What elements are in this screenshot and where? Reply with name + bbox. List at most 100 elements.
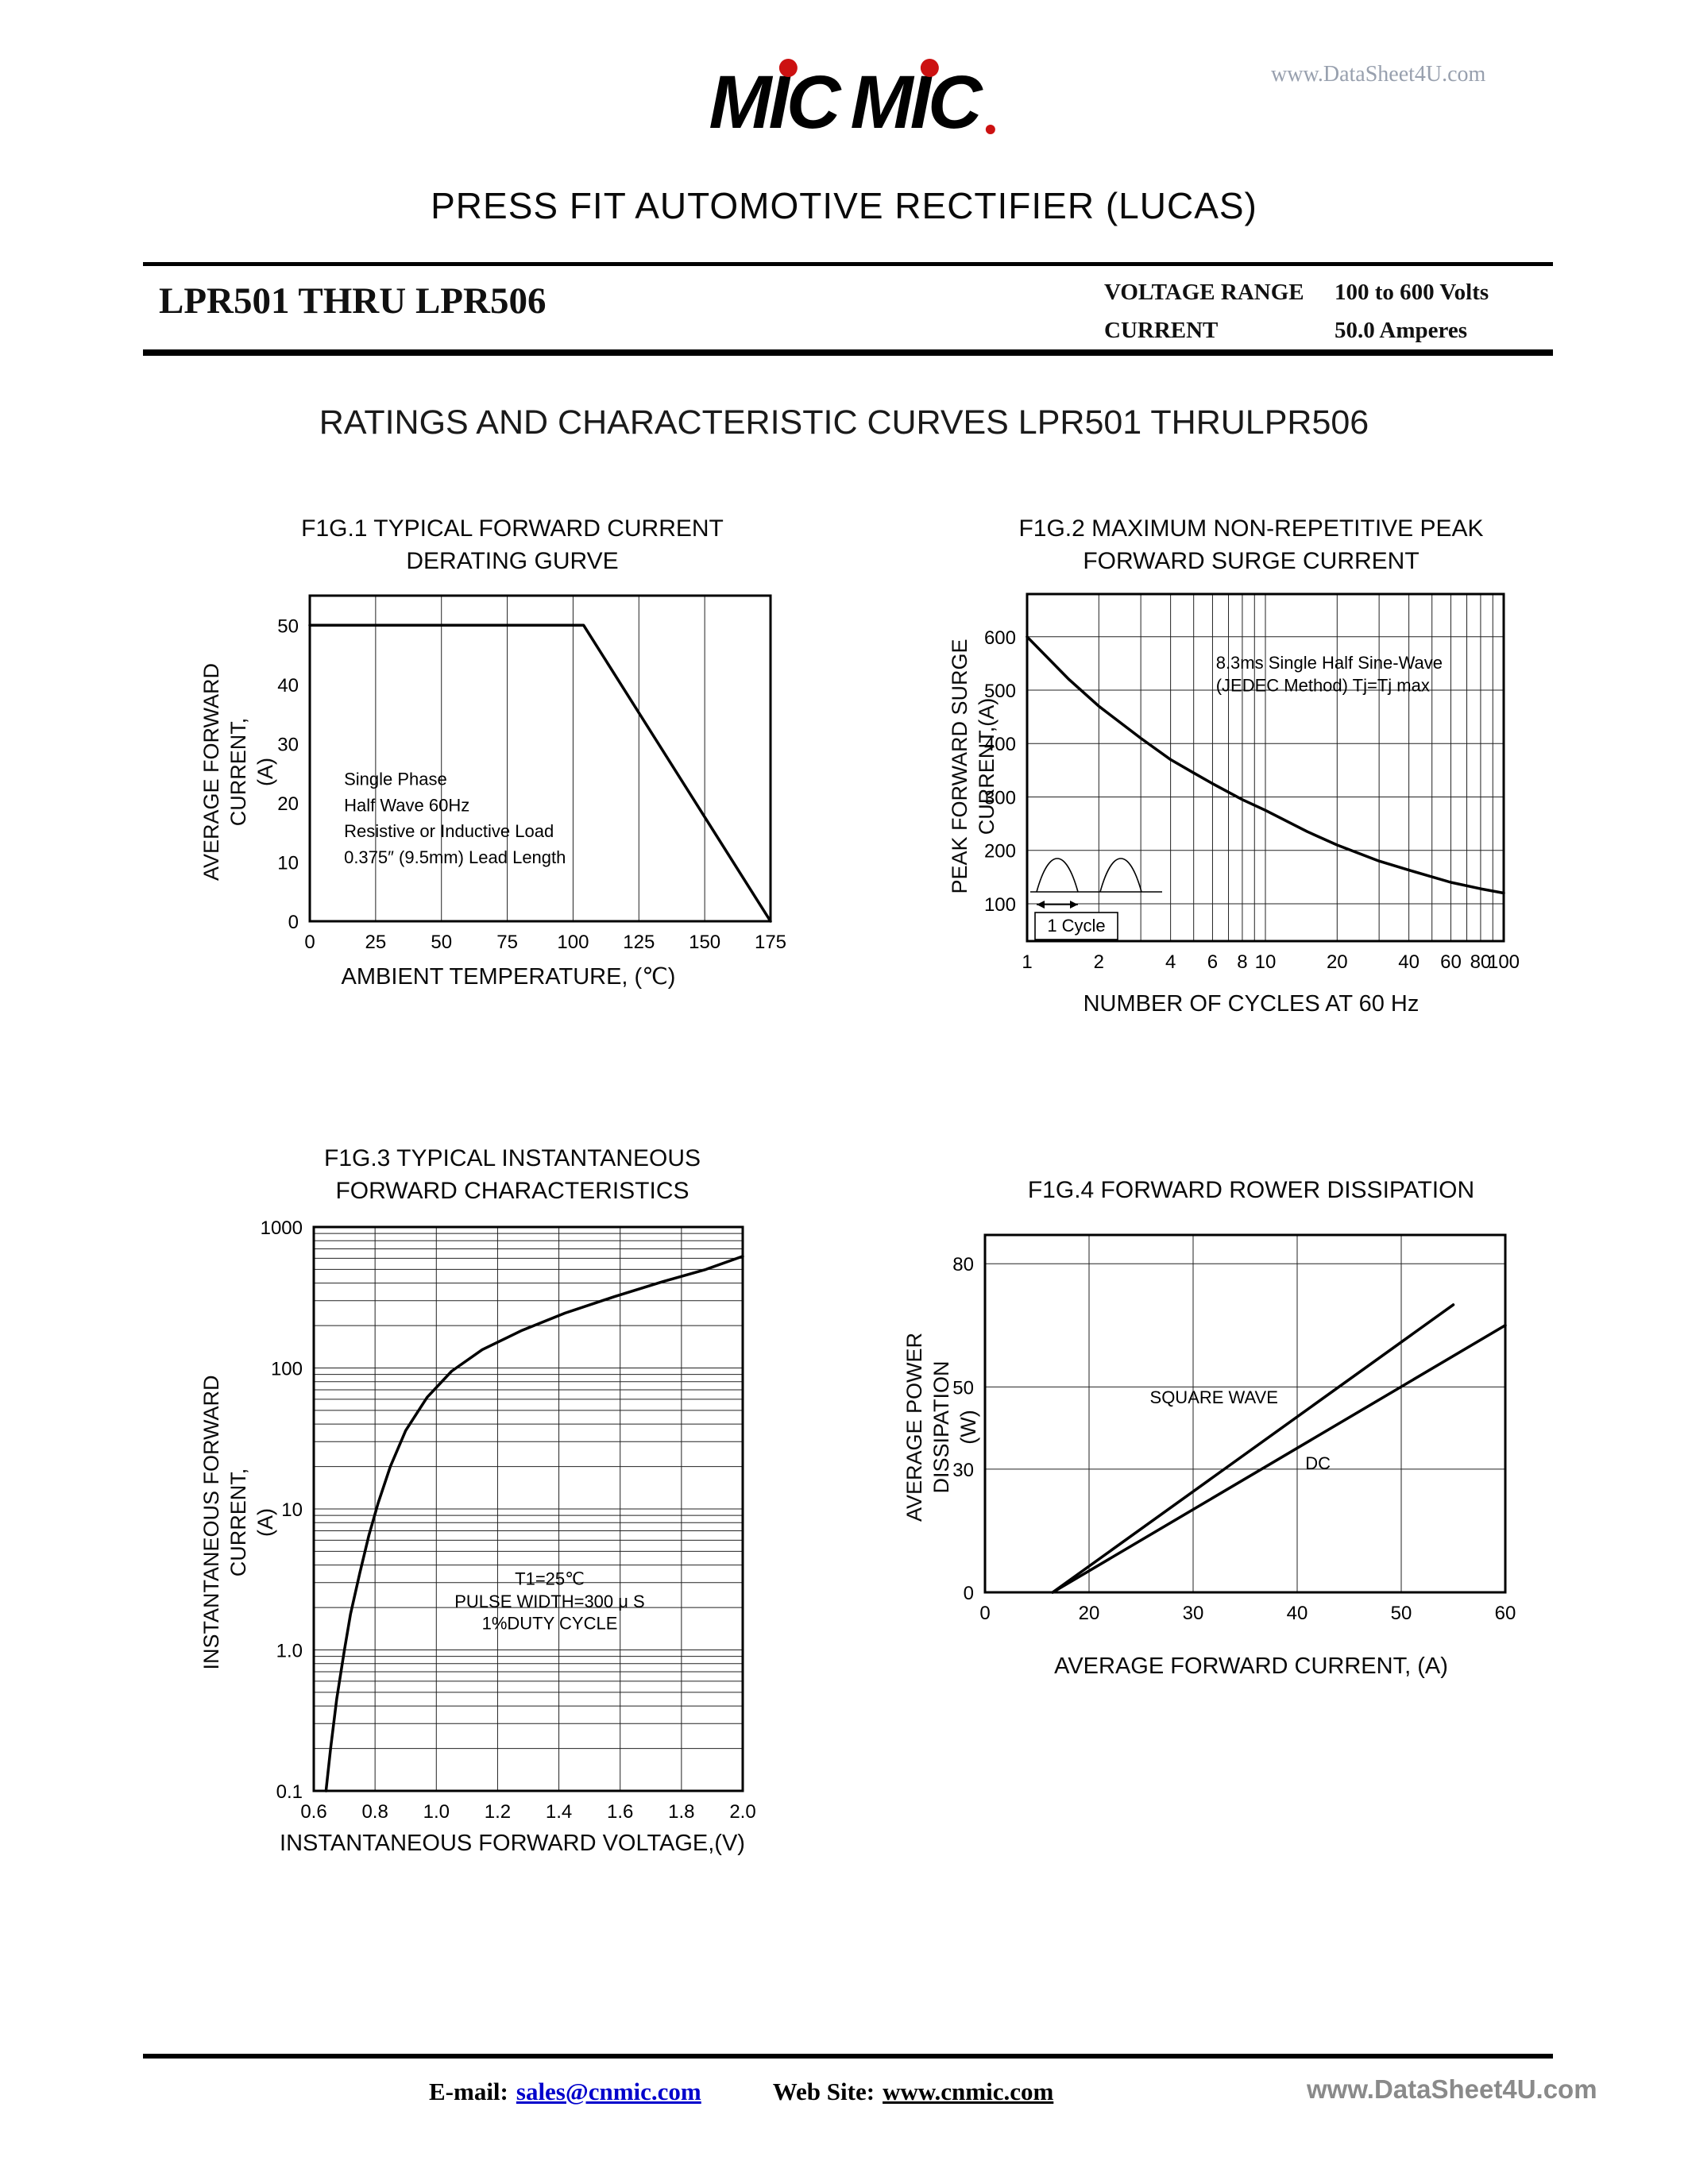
fig1-plot: 0 25 50 75 100 125 150 175 0 10 20 30 40 50 Single Pha… xyxy=(277,594,786,953)
svg-text:1.8: 1.8 xyxy=(668,1801,694,1823)
fig3-title: F1G.3 TYPICAL INSTANTANEOUS FORWARD CHAR… xyxy=(324,1145,701,1204)
svg-text:T1=25℃: T1=25℃ xyxy=(515,1569,585,1588)
svg-text:75: 75 xyxy=(496,932,518,953)
svg-text:100: 100 xyxy=(1488,951,1520,973)
header-divider-top xyxy=(143,262,1553,266)
svg-text:30: 30 xyxy=(277,734,299,755)
svg-text:Single Phase: Single Phase xyxy=(344,770,447,789)
top-watermark: www.DataSheet4U.com xyxy=(1271,62,1486,87)
svg-text:60: 60 xyxy=(1440,951,1462,973)
svg-text:100: 100 xyxy=(271,1359,303,1380)
svg-text:175: 175 xyxy=(755,932,786,953)
svg-text:50: 50 xyxy=(952,1377,974,1399)
svg-text:50: 50 xyxy=(1391,1603,1412,1624)
svg-text:30: 30 xyxy=(1183,1603,1204,1624)
svg-text:10: 10 xyxy=(277,852,299,874)
spec-voltage-value: 100 to 600 Volts xyxy=(1335,280,1489,305)
spec-current-label: CURRENT xyxy=(1104,318,1219,343)
svg-text:1000: 1000 xyxy=(261,1217,303,1239)
svg-text:40: 40 xyxy=(1287,1603,1308,1624)
svg-text:1 Cycle: 1 Cycle xyxy=(1047,916,1105,936)
svg-text:20: 20 xyxy=(1327,951,1348,973)
fig2-xlabel: NUMBER OF CYCLES AT 60 Hz xyxy=(1083,991,1420,1017)
svg-text:25: 25 xyxy=(365,932,387,953)
mic-logo: MIC MIC xyxy=(709,59,995,141)
fig2-title: F1G.2 MAXIMUM NON-REPETITIVE PEAK FORWAR… xyxy=(1018,515,1484,574)
svg-text:0: 0 xyxy=(304,932,315,953)
svg-text:30: 30 xyxy=(952,1460,974,1481)
svg-text:0.6: 0.6 xyxy=(300,1801,326,1823)
fig4-title: F1G.4 FORWARD ROWER DISSIPATION xyxy=(1027,1177,1475,1203)
svg-text:50: 50 xyxy=(277,615,299,637)
svg-text:500: 500 xyxy=(984,681,1016,702)
fig3-xlabel: INSTANTANEOUS FORWARD VOLTAGE,(V) xyxy=(280,1831,745,1856)
svg-text:0.8: 0.8 xyxy=(361,1801,388,1823)
svg-text:125: 125 xyxy=(623,932,655,953)
svg-text:80: 80 xyxy=(1470,951,1492,973)
svg-text:1.0: 1.0 xyxy=(276,1641,303,1662)
svg-text:1.4: 1.4 xyxy=(546,1801,572,1823)
logo-word-2: MIC xyxy=(851,59,995,141)
svg-text:40: 40 xyxy=(277,675,299,696)
svg-text:100: 100 xyxy=(557,932,589,953)
svg-text:50: 50 xyxy=(431,932,452,953)
svg-text:1%DUTY CYCLE: 1%DUTY CYCLE xyxy=(482,1614,618,1634)
logo-text: MIC xyxy=(850,60,983,145)
svg-text:20: 20 xyxy=(1079,1603,1100,1624)
svg-text:Resistive or Inductive Load: Resistive or Inductive Load xyxy=(344,821,554,841)
svg-text:PULSE WIDTH=300 μ S: PULSE WIDTH=300 μ S xyxy=(454,1592,644,1611)
svg-text:300: 300 xyxy=(984,787,1016,808)
part-range: LPR501 THRU LPR506 xyxy=(159,280,547,322)
svg-text:80: 80 xyxy=(952,1254,974,1275)
svg-text:400: 400 xyxy=(984,734,1016,755)
svg-text:(JEDEC Method) Tj=Tj max: (JEDEC Method) Tj=Tj max xyxy=(1216,675,1430,695)
footer: E-mail: sales@cnmic.com Web Site: www.cnmic… xyxy=(429,2078,1053,2106)
svg-text:40: 40 xyxy=(1398,951,1420,973)
section-title: RATINGS AND CHARACTERISTIC CURVES LPR501… xyxy=(319,403,1369,442)
website-link[interactable]: www.cnmic.com xyxy=(883,2078,1054,2105)
footer-divider xyxy=(143,2054,1553,2059)
logo-red-dot-icon xyxy=(778,59,798,77)
doc-title: PRESS FIT AUTOMOTIVE RECTIFIER (LUCAS) xyxy=(431,185,1257,226)
svg-text:100: 100 xyxy=(984,894,1016,916)
logo-text: MIC xyxy=(709,60,840,145)
logo-word-1: MIC xyxy=(709,59,841,141)
email-label: E-mail: xyxy=(429,2078,508,2105)
svg-text:Half Wave 60Hz: Half Wave 60Hz xyxy=(344,795,469,815)
svg-text:0.375″ (9.5mm) Lead Length: 0.375″ (9.5mm) Lead Length xyxy=(344,847,566,867)
logo-red-dot-icon xyxy=(920,59,939,77)
spec-current-value: 50.0 Amperes xyxy=(1335,318,1468,343)
svg-text:0: 0 xyxy=(979,1603,990,1624)
bottom-watermark: www.DataSheet4U.com xyxy=(1307,2074,1597,2104)
svg-text:1.2: 1.2 xyxy=(485,1801,511,1823)
svg-text:0: 0 xyxy=(964,1583,974,1604)
svg-text:2.0: 2.0 xyxy=(729,1801,755,1823)
svg-text:1: 1 xyxy=(1022,951,1032,973)
svg-text:4: 4 xyxy=(1165,951,1176,973)
svg-text:60: 60 xyxy=(1495,1603,1516,1624)
svg-text:1.6: 1.6 xyxy=(607,1801,633,1823)
svg-text:600: 600 xyxy=(984,627,1016,649)
svg-text:SQUARE WAVE: SQUARE WAVE xyxy=(1150,1387,1278,1407)
svg-text:8: 8 xyxy=(1237,951,1247,973)
fig4-plot: 0 20 30 40 50 60 0 30 50 80 SQUARE WAVE DC xyxy=(952,1233,1516,1624)
fig4-xlabel: AVERAGE FORWARD CURRENT, (A) xyxy=(1054,1653,1448,1679)
svg-text:DC: DC xyxy=(1305,1453,1331,1473)
svg-text:0: 0 xyxy=(288,912,299,933)
svg-text:6: 6 xyxy=(1207,951,1218,973)
email-link[interactable]: sales@cnmic.com xyxy=(516,2078,701,2105)
logo-trademark-dot-icon xyxy=(985,125,995,134)
svg-text:200: 200 xyxy=(984,841,1016,862)
spec-voltage-label: VOLTAGE RANGE xyxy=(1104,280,1304,305)
fig1-title: F1G.1 TYPICAL FORWARD CURRENT DERATING G… xyxy=(301,515,724,574)
web-label: Web Site: xyxy=(772,2078,875,2105)
svg-text:1.0: 1.0 xyxy=(423,1801,450,1823)
fig2-plot: 1 2 4 6 8 10 20 40 60 801001002003004005006008.3m… xyxy=(984,592,1520,973)
svg-text:150: 150 xyxy=(689,932,720,953)
header-divider-bottom xyxy=(143,349,1553,356)
svg-text:2: 2 xyxy=(1094,951,1104,973)
fig1-xlabel: AMBIENT TEMPERATURE, (℃) xyxy=(341,964,676,990)
svg-text:8.3ms Single Half Sine-Wave: 8.3ms Single Half Sine-Wave xyxy=(1216,653,1443,673)
svg-text:20: 20 xyxy=(277,793,299,815)
